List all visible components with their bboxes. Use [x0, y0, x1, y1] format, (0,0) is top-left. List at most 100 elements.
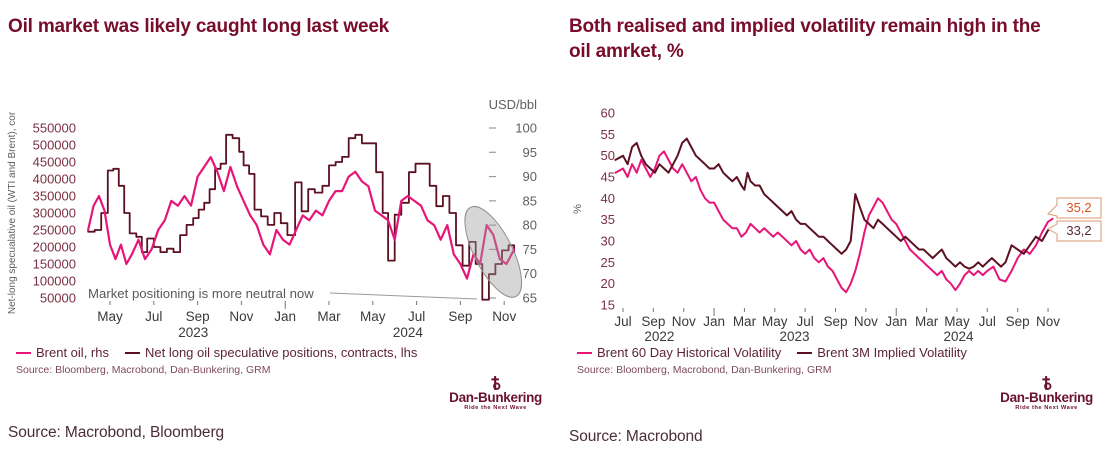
svg-text:25: 25 — [601, 255, 615, 270]
anchor-b-icon — [491, 376, 501, 390]
legend-swatch-pink — [16, 351, 31, 354]
dan-bunkering-logo: Dan-Bunkering Ride the Next Wave — [1000, 376, 1093, 412]
svg-text:Jan: Jan — [274, 309, 296, 324]
logo-wordmark: Dan-Bunkering — [1000, 390, 1093, 405]
left-chart-panel: Oil market was likely caught long last w… — [0, 0, 550, 453]
svg-text:%: % — [572, 204, 584, 214]
right-chart-source: Source: Bloomberg, Macrobond, Dan-Bunker… — [577, 364, 832, 376]
svg-text:75: 75 — [523, 242, 537, 257]
highlight-ellipse — [464, 205, 523, 298]
left-chart-canvas: 550000 500000 450000 400000 350000 300000 2500… — [7, 97, 538, 340]
svg-text:Mar: Mar — [733, 314, 757, 329]
svg-text:USD/bbl: USD/bbl — [489, 97, 538, 112]
svg-text:Sep: Sep — [641, 314, 665, 329]
legend-swatch-dark — [797, 351, 813, 354]
legend-label: Net long oil speculative positions, cont… — [144, 345, 418, 360]
right-chart-title-line1: Both realised and implied volatility rem… — [569, 16, 1041, 37]
svg-text:May: May — [762, 314, 788, 329]
svg-text:2023: 2023 — [178, 325, 208, 340]
svg-text:100000: 100000 — [33, 274, 76, 289]
svg-text:40: 40 — [601, 191, 615, 206]
svg-text:55: 55 — [601, 127, 615, 142]
svg-text:50000: 50000 — [40, 291, 76, 306]
legend-item-brent-oil: Brent oil, rhs — [16, 345, 109, 360]
svg-text:450000: 450000 — [33, 155, 76, 170]
svg-text:95: 95 — [523, 145, 537, 160]
svg-text:2023: 2023 — [780, 329, 810, 344]
svg-text:Jul: Jul — [145, 309, 162, 324]
svg-text:Net-long specualative oil (WTI: Net-long specualative oil (WTI and Brent… — [7, 111, 18, 314]
svg-text:Jul: Jul — [408, 309, 425, 324]
anchor-b-icon — [1042, 376, 1052, 390]
callout-box — [1047, 197, 1102, 219]
svg-text:Nov: Nov — [854, 314, 878, 329]
legend-label: Brent 60 Day Historical Volatility — [597, 345, 782, 360]
logo-tagline: Ride the Next Wave — [464, 405, 527, 411]
svg-text:Mar: Mar — [915, 314, 939, 329]
dan-bunkering-logo: Dan-Bunkering Ride the Next Wave — [449, 376, 542, 412]
svg-text:Jul: Jul — [797, 314, 814, 329]
svg-text:Jul: Jul — [614, 314, 631, 329]
footer-source-right: Source: Macrobond — [569, 428, 703, 445]
right-chart-legend: Brent 60 Day Historical Volatility Brent… — [577, 345, 967, 360]
svg-text:Sep: Sep — [824, 314, 848, 329]
svg-text:Sep: Sep — [448, 309, 472, 324]
svg-text:Mar: Mar — [317, 309, 341, 324]
svg-text:20: 20 — [601, 276, 615, 291]
svg-text:May: May — [360, 309, 386, 324]
svg-text:Nov: Nov — [672, 314, 696, 329]
svg-text:150000: 150000 — [33, 257, 76, 272]
svg-text:80: 80 — [523, 218, 537, 233]
left-chart-legend: Brent oil, rhs Net long oil speculative … — [16, 345, 417, 360]
legend-label: Brent 3M Implied Volatility — [817, 345, 967, 360]
callout-value: 33,2 — [1066, 223, 1091, 238]
series-1-line — [614, 150, 1054, 294]
right-chart-canvas: 60 55 50 45 40 35 30 25 20 15% Jul Sep Nov Jan Mar May J… — [572, 106, 1102, 344]
logo-tagline: Ride the Next Wave — [1015, 405, 1078, 411]
svg-text:Nov: Nov — [1036, 314, 1060, 329]
svg-text:500000: 500000 — [33, 138, 76, 153]
logo-wordmark: Dan-Bunkering — [449, 390, 542, 405]
callout-box — [1046, 220, 1102, 242]
svg-text:50: 50 — [601, 148, 615, 163]
svg-text:Nov: Nov — [229, 309, 253, 324]
svg-text:350000: 350000 — [33, 189, 76, 204]
svg-text:45: 45 — [601, 170, 615, 185]
legend-item-implied-vol: Brent 3M Implied Volatility — [797, 345, 967, 360]
svg-text:May: May — [97, 309, 123, 324]
svg-text:250000: 250000 — [33, 223, 76, 238]
svg-text:65: 65 — [523, 291, 537, 306]
series-2-line — [614, 137, 1054, 270]
svg-text:Jul: Jul — [979, 314, 996, 329]
svg-text:100: 100 — [515, 121, 537, 136]
svg-text:Market positioning is more neu: Market positioning is more neutral now — [88, 286, 314, 301]
svg-text:300000: 300000 — [33, 206, 76, 221]
svg-text:30: 30 — [601, 234, 615, 249]
svg-text:Jan: Jan — [885, 314, 907, 329]
svg-text:Nov: Nov — [492, 309, 516, 324]
legend-swatch-pink — [577, 351, 592, 354]
svg-text:May: May — [944, 314, 970, 329]
svg-text:70: 70 — [523, 266, 537, 281]
svg-text:2024: 2024 — [943, 329, 974, 344]
legend-swatch-dark — [124, 351, 140, 354]
svg-text:2022: 2022 — [644, 329, 674, 344]
legend-item-historical-vol: Brent 60 Day Historical Volatility — [577, 345, 781, 360]
svg-text:550000: 550000 — [33, 121, 76, 136]
svg-text:Sep: Sep — [1006, 314, 1030, 329]
svg-text:60: 60 — [601, 106, 615, 121]
right-chart-title-line2: oil amrket, % — [569, 41, 684, 62]
svg-text:15: 15 — [601, 298, 615, 313]
svg-text:Jan: Jan — [703, 314, 725, 329]
right-chart-panel: Both realised and implied volatility rem… — [565, 0, 1105, 453]
series-1-line — [87, 133, 515, 301]
footer-source-left: Source: Macrobond, Bloomberg — [8, 424, 225, 441]
svg-text:400000: 400000 — [33, 172, 76, 187]
left-chart-source: Source: Bloomberg, Macrobond, Dan-Bunker… — [16, 364, 271, 376]
svg-text:2024: 2024 — [393, 325, 424, 340]
right-chart-title: Both realised and implied volatility rem… — [569, 14, 1104, 64]
left-chart-title: Oil market was likely caught long last w… — [8, 16, 390, 37]
callout-value: 35,2 — [1066, 200, 1091, 215]
svg-text:35: 35 — [601, 212, 615, 227]
